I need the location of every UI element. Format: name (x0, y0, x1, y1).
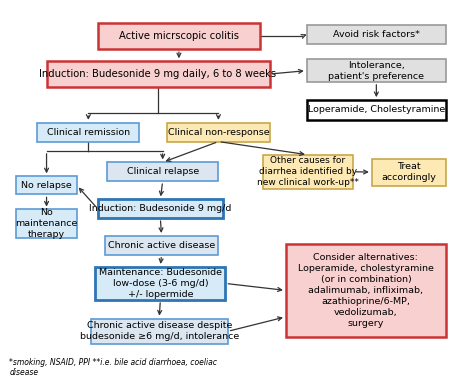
Text: No
maintenance
therapy: No maintenance therapy (15, 208, 78, 239)
Text: Treat
accordingly: Treat accordingly (382, 162, 436, 182)
FancyBboxPatch shape (91, 318, 228, 344)
Text: Chronic active disease despite
budesonide ≥6 mg/d, intolerance: Chronic active disease despite budesonid… (80, 321, 239, 341)
FancyBboxPatch shape (98, 23, 260, 49)
FancyBboxPatch shape (286, 244, 446, 336)
FancyBboxPatch shape (307, 25, 446, 44)
Text: Active micrscopic colitis: Active micrscopic colitis (119, 31, 239, 41)
FancyBboxPatch shape (107, 162, 219, 181)
Text: Clinical remission: Clinical remission (47, 128, 130, 137)
FancyBboxPatch shape (372, 159, 446, 186)
FancyBboxPatch shape (98, 199, 223, 218)
Text: Clinical non-response: Clinical non-response (168, 128, 269, 137)
Text: Clinical relapse: Clinical relapse (127, 167, 199, 176)
Text: Loperamide, Cholestyramine: Loperamide, Cholestyramine (308, 105, 445, 114)
Text: Other causes for
diarrhea identified by
new clinical work-up**: Other causes for diarrhea identified by … (257, 156, 359, 187)
Text: Chronic active disease: Chronic active disease (108, 241, 215, 250)
Text: Induction: Budesonide 9 mg/d: Induction: Budesonide 9 mg/d (89, 204, 231, 213)
FancyBboxPatch shape (307, 100, 446, 120)
FancyBboxPatch shape (46, 61, 270, 87)
FancyBboxPatch shape (16, 176, 77, 194)
FancyBboxPatch shape (16, 209, 77, 238)
Text: Induction: Budesonide 9 mg daily, 6 to 8 weeks: Induction: Budesonide 9 mg daily, 6 to 8… (39, 69, 277, 79)
Text: Maintenance: Budesonide
low-dose (3-6 mg/d)
+/- lopermide: Maintenance: Budesonide low-dose (3-6 mg… (99, 268, 222, 299)
FancyBboxPatch shape (167, 123, 270, 142)
FancyBboxPatch shape (105, 236, 219, 255)
Text: Avoid risk factors*: Avoid risk factors* (333, 30, 420, 39)
Text: Consider alternatives:
Loperamide, cholestyramine
(or in combination)
adalimumab: Consider alternatives: Loperamide, chole… (298, 253, 434, 328)
Text: No relapse: No relapse (21, 181, 72, 190)
FancyBboxPatch shape (263, 155, 353, 189)
Text: Intolerance,
patient's preference: Intolerance, patient's preference (328, 60, 424, 81)
FancyBboxPatch shape (307, 59, 446, 82)
Text: *smoking, NSAID, PPI **i.e. bile acid diarrhoea, coeliac
disease: *smoking, NSAID, PPI **i.e. bile acid di… (9, 358, 218, 377)
FancyBboxPatch shape (37, 123, 139, 142)
FancyBboxPatch shape (95, 267, 226, 300)
